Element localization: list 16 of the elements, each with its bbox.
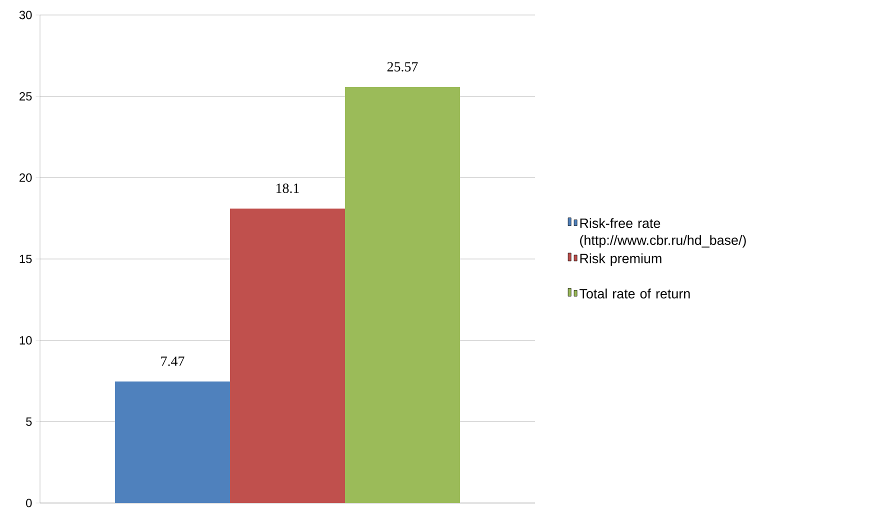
bar <box>115 381 230 503</box>
legend-label: Risk-free rate (http://www.cbr.ru/hd_base/) <box>580 218 746 248</box>
y-tick-label: 5 <box>26 418 32 426</box>
legend-label: Total rate of return <box>580 288 690 298</box>
y-tick-label: 20 <box>20 173 32 182</box>
legend-label: Risk premium <box>580 253 662 266</box>
bar <box>345 87 460 503</box>
y-tick-label: 0 <box>26 498 32 508</box>
y-tick-label: 10 <box>20 336 32 345</box>
y-tick-label: 30 <box>19 10 32 20</box>
bar <box>230 208 345 503</box>
data-label: 7.47 <box>161 356 184 366</box>
data-label: 18.1 <box>276 184 299 194</box>
y-tick-label: 15 <box>20 254 32 264</box>
data-label: 25.57 <box>387 62 418 72</box>
y-tick-label: 25 <box>20 92 32 101</box>
